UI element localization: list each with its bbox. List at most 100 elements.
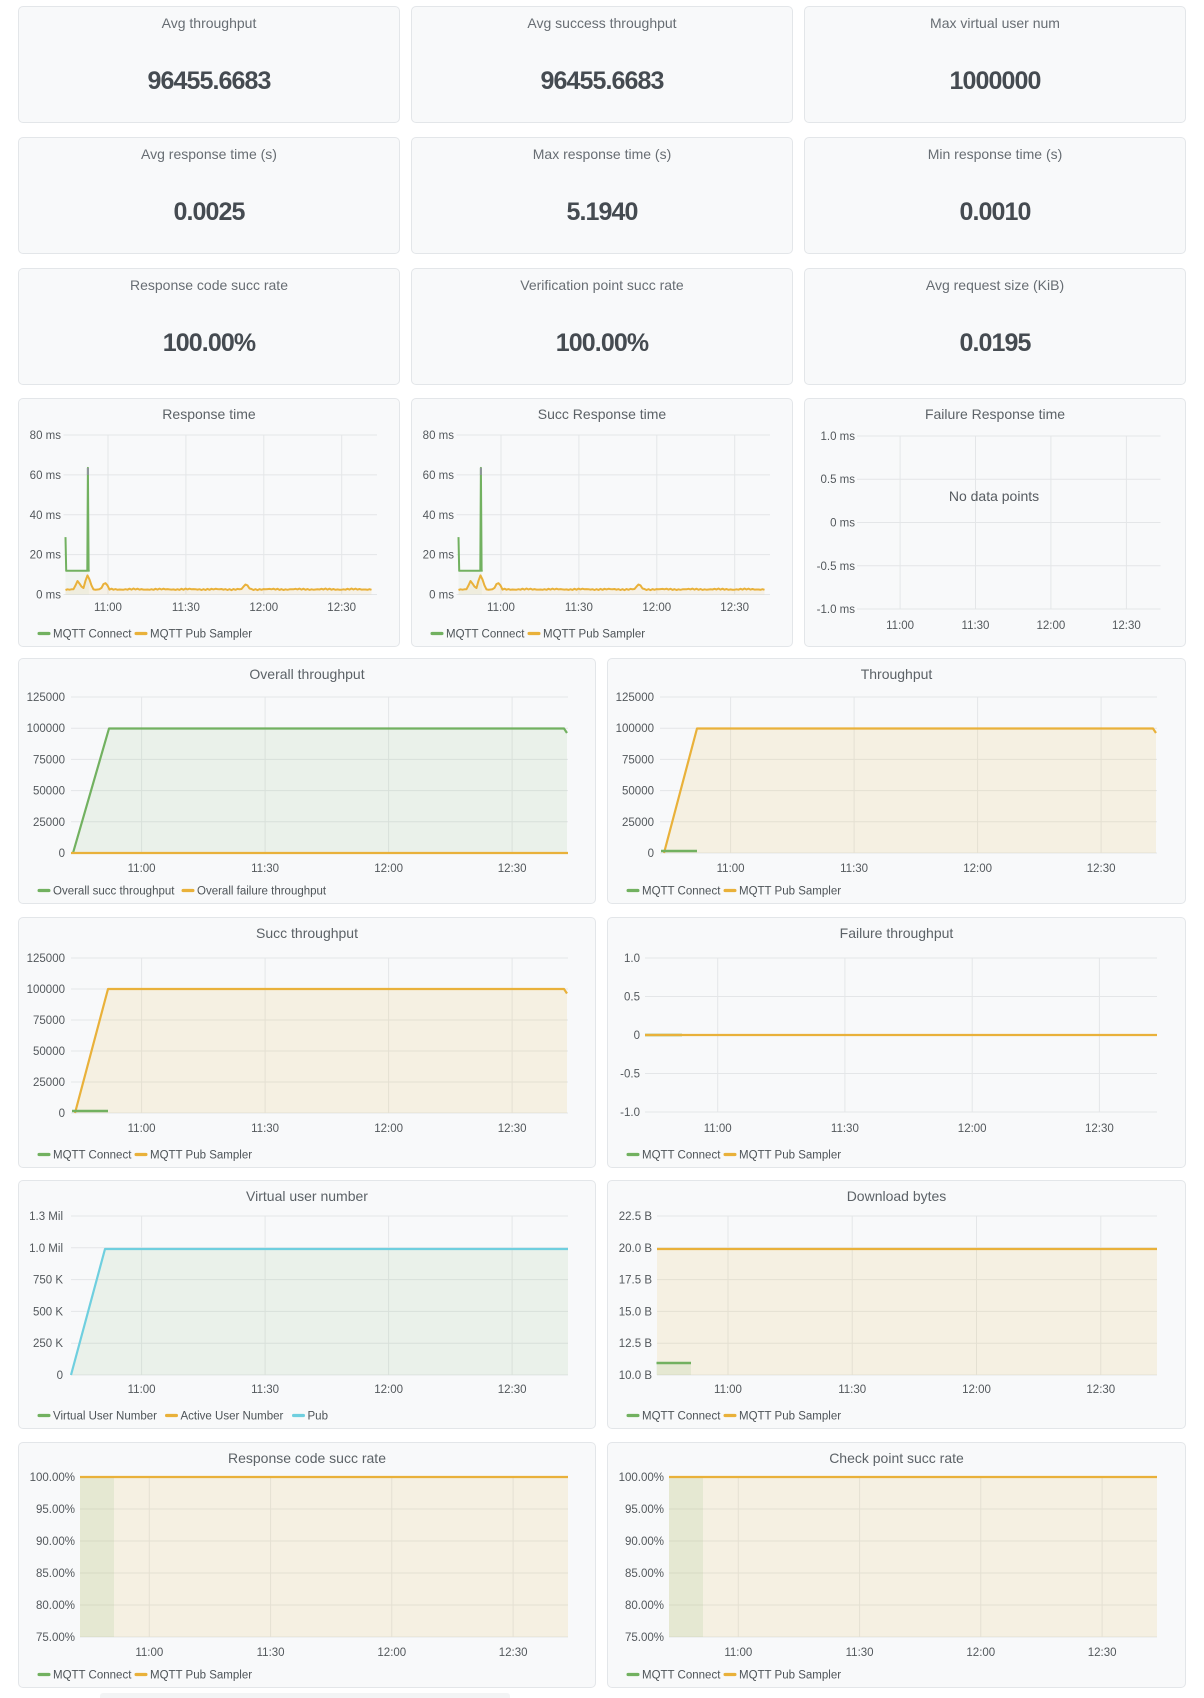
svg-text:12:30: 12:30: [327, 602, 356, 614]
svg-text:20 ms: 20 ms: [423, 550, 455, 562]
svg-text:11:00: 11:00: [487, 602, 515, 614]
svg-text:50000: 50000: [33, 1046, 65, 1058]
svg-text:80.00%: 80.00%: [36, 1600, 75, 1612]
svg-text:11:30: 11:30: [846, 1647, 874, 1659]
svg-text:Response code succ rate: Response code succ rate: [228, 1450, 386, 1466]
svg-text:Virtual user number: Virtual user number: [246, 1188, 368, 1204]
svg-text:Failure Response time: Failure Response time: [925, 406, 1065, 422]
svg-text:MQTT Connect: MQTT Connect: [642, 1670, 721, 1682]
svg-text:12:00: 12:00: [1037, 620, 1066, 632]
svg-text:90.00%: 90.00%: [625, 1536, 664, 1548]
svg-text:80.00%: 80.00%: [625, 1600, 664, 1612]
svg-text:12:30: 12:30: [1087, 863, 1116, 875]
svg-text:11:30: 11:30: [251, 1384, 279, 1396]
svg-text:75.00%: 75.00%: [36, 1632, 75, 1644]
svg-text:80 ms: 80 ms: [423, 430, 455, 442]
svg-text:0: 0: [57, 1370, 63, 1382]
svg-text:MQTT Connect: MQTT Connect: [446, 629, 525, 641]
svg-text:11:00: 11:00: [94, 602, 122, 614]
svg-text:1.0 Mil: 1.0 Mil: [29, 1243, 63, 1255]
svg-text:11:30: 11:30: [565, 602, 593, 614]
svg-text:12.5 B: 12.5 B: [619, 1338, 653, 1350]
svg-text:0: 0: [59, 1108, 65, 1120]
svg-text:12:00: 12:00: [966, 1647, 995, 1659]
svg-text:11:30: 11:30: [962, 620, 990, 632]
svg-text:11:00: 11:00: [704, 1123, 732, 1135]
svg-text:60 ms: 60 ms: [30, 470, 62, 482]
svg-text:60 ms: 60 ms: [423, 470, 455, 482]
svg-text:0 ms: 0 ms: [429, 590, 454, 602]
svg-text:MQTT Pub Sampler: MQTT Pub Sampler: [150, 1670, 252, 1682]
svg-text:0.5 ms: 0.5 ms: [820, 474, 855, 486]
svg-text:50000: 50000: [622, 786, 654, 798]
svg-text:125000: 125000: [27, 953, 65, 965]
svg-text:20 ms: 20 ms: [30, 550, 62, 562]
svg-text:100000: 100000: [616, 723, 654, 735]
svg-text:12:00: 12:00: [642, 602, 671, 614]
svg-text:12:30: 12:30: [499, 1647, 528, 1659]
svg-text:Overall failure throughput: Overall failure throughput: [197, 886, 327, 898]
svg-text:100000: 100000: [27, 723, 65, 735]
svg-text:-1.0 ms: -1.0 ms: [817, 604, 856, 616]
svg-text:MQTT Pub Sampler: MQTT Pub Sampler: [739, 1670, 841, 1682]
svg-text:-1.0: -1.0: [620, 1107, 640, 1119]
svg-text:0 ms: 0 ms: [830, 518, 855, 530]
svg-text:Active User Number: Active User Number: [181, 1411, 284, 1423]
svg-text:11:30: 11:30: [840, 863, 868, 875]
svg-text:25000: 25000: [33, 1077, 65, 1089]
svg-text:85.00%: 85.00%: [625, 1568, 664, 1580]
svg-text:MQTT Connect: MQTT Connect: [53, 1670, 132, 1682]
svg-text:75000: 75000: [33, 1015, 65, 1027]
svg-text:40 ms: 40 ms: [30, 510, 62, 522]
svg-text:12:30: 12:30: [720, 602, 749, 614]
svg-text:75000: 75000: [33, 754, 65, 766]
svg-text:90.00%: 90.00%: [36, 1536, 75, 1548]
svg-text:12:00: 12:00: [374, 1384, 403, 1396]
svg-text:11:30: 11:30: [251, 1123, 279, 1135]
svg-text:500 K: 500 K: [33, 1306, 63, 1318]
svg-text:17.5 B: 17.5 B: [619, 1275, 653, 1287]
svg-text:25000: 25000: [622, 817, 654, 829]
svg-text:12:00: 12:00: [963, 863, 992, 875]
svg-text:250 K: 250 K: [33, 1338, 63, 1350]
svg-text:10.0 B: 10.0 B: [619, 1370, 653, 1382]
svg-text:MQTT Pub Sampler: MQTT Pub Sampler: [543, 629, 645, 641]
svg-text:11:00: 11:00: [128, 1123, 156, 1135]
svg-text:11:00: 11:00: [128, 863, 156, 875]
svg-text:25000: 25000: [33, 817, 65, 829]
svg-text:100000: 100000: [27, 984, 65, 996]
svg-text:12:30: 12:30: [1086, 1384, 1115, 1396]
svg-text:100.00%: 100.00%: [619, 1472, 664, 1484]
svg-text:12:30: 12:30: [1085, 1123, 1114, 1135]
svg-text:85.00%: 85.00%: [36, 1568, 75, 1580]
svg-text:Overall throughput: Overall throughput: [249, 666, 364, 682]
svg-text:Succ Response time: Succ Response time: [538, 406, 667, 422]
svg-text:11:30: 11:30: [831, 1123, 859, 1135]
svg-text:MQTT Connect: MQTT Connect: [642, 1411, 721, 1423]
svg-text:12:00: 12:00: [374, 863, 403, 875]
svg-text:MQTT Pub Sampler: MQTT Pub Sampler: [739, 886, 841, 898]
svg-text:80 ms: 80 ms: [30, 430, 62, 442]
svg-text:Overall succ throughput: Overall succ throughput: [53, 886, 175, 898]
svg-text:12:00: 12:00: [377, 1647, 406, 1659]
svg-text:-0.5: -0.5: [620, 1069, 640, 1081]
svg-text:11:00: 11:00: [714, 1384, 742, 1396]
svg-text:11:30: 11:30: [838, 1384, 866, 1396]
svg-text:Throughput: Throughput: [861, 666, 933, 682]
svg-text:12:00: 12:00: [249, 602, 278, 614]
svg-text:100.00%: 100.00%: [30, 1472, 75, 1484]
svg-text:Response time: Response time: [162, 406, 256, 422]
svg-text:22.5 B: 22.5 B: [619, 1211, 653, 1223]
svg-text:125000: 125000: [616, 692, 654, 704]
svg-text:12:30: 12:30: [498, 863, 527, 875]
svg-text:12:00: 12:00: [374, 1123, 403, 1135]
svg-text:750 K: 750 K: [33, 1275, 63, 1287]
svg-text:MQTT Pub Sampler: MQTT Pub Sampler: [150, 629, 252, 641]
svg-text:95.00%: 95.00%: [625, 1504, 664, 1516]
svg-text:95.00%: 95.00%: [36, 1504, 75, 1516]
svg-text:1.3 Mil: 1.3 Mil: [29, 1211, 63, 1223]
svg-text:12:00: 12:00: [962, 1384, 991, 1396]
svg-text:0: 0: [648, 848, 654, 860]
svg-text:11:00: 11:00: [128, 1384, 156, 1396]
svg-text:12:30: 12:30: [498, 1384, 527, 1396]
